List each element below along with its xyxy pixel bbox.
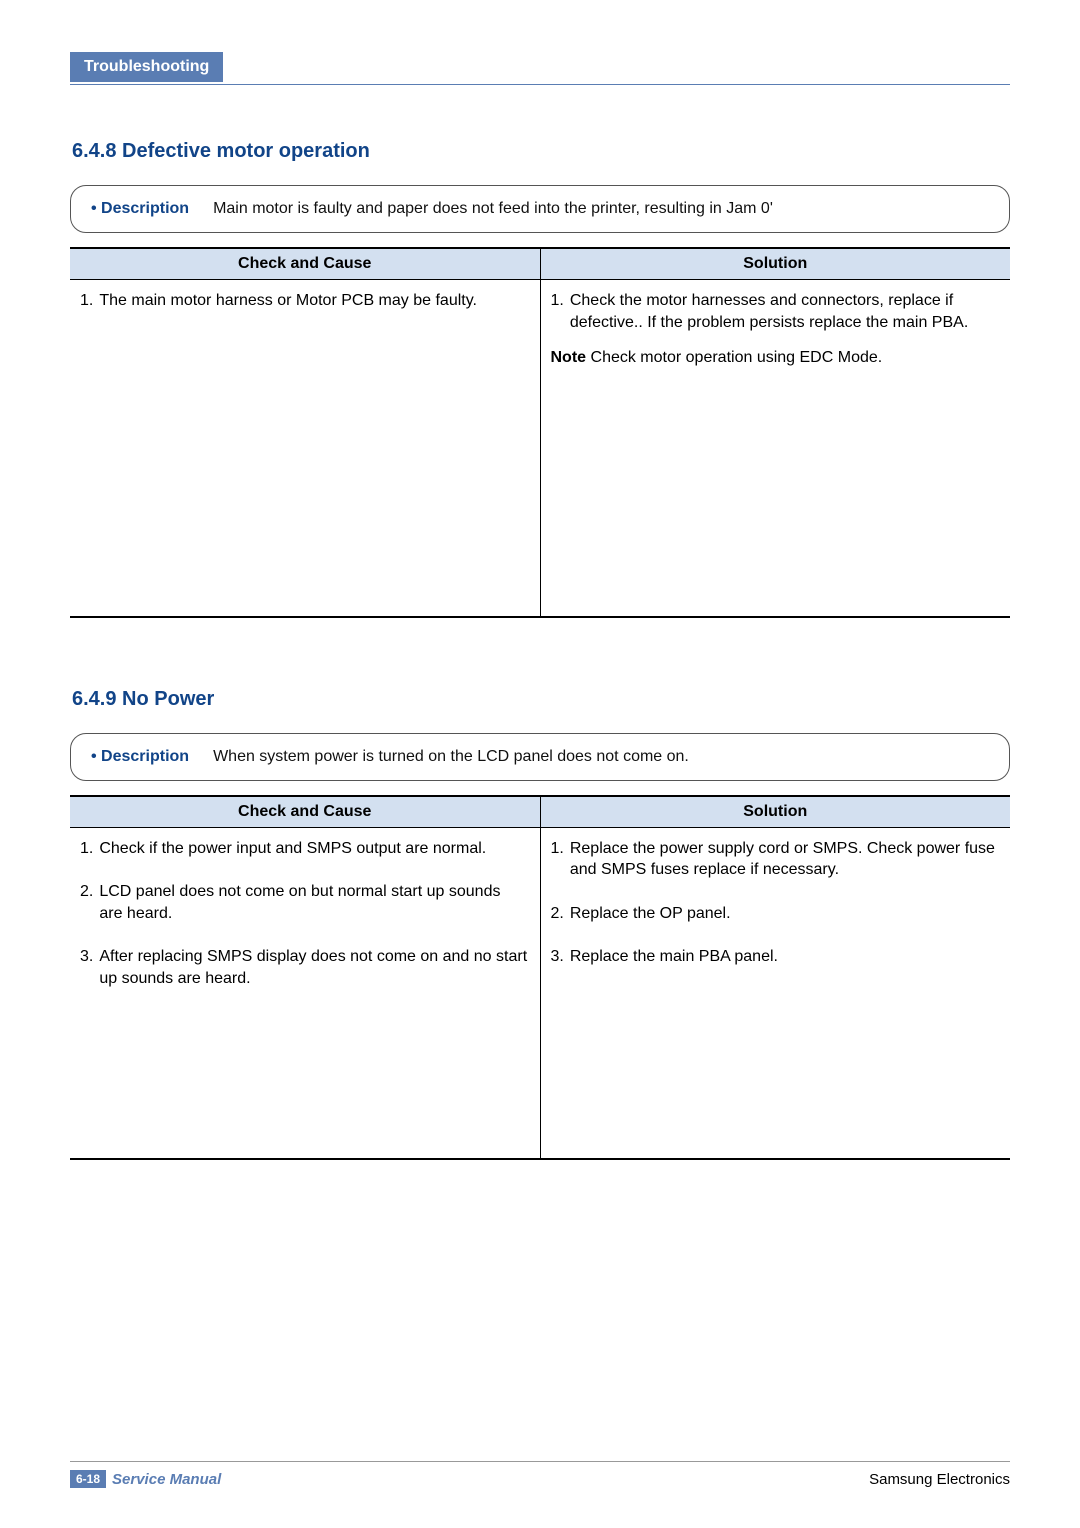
table-header-check-cause: Check and Cause	[70, 248, 540, 280]
item-number: 1.	[551, 290, 564, 333]
page-footer: 6-18 Service Manual Samsung Electronics	[70, 1470, 1010, 1488]
item-text: Check if the power input and SMPS output…	[99, 838, 527, 860]
item-number: 2.	[551, 903, 564, 925]
check-cause-table-648: Check and Cause Solution 1. The main mot…	[70, 247, 1010, 618]
item-text: LCD panel does not come on but normal st…	[99, 881, 527, 924]
section-gap	[70, 618, 1010, 688]
chapter-tab: Troubleshooting	[70, 52, 223, 82]
note-line: Note Check motor operation using EDC Mod…	[551, 347, 999, 369]
item-text: The main motor harness or Motor PCB may …	[99, 290, 527, 312]
description-label: • Description	[91, 200, 189, 218]
check-cause-table-649: Check and Cause Solution 1. Check if the…	[70, 795, 1010, 1160]
list-item: 1. Check the motor harnesses and connect…	[551, 290, 999, 333]
item-number: 1.	[551, 838, 564, 881]
table-header-solution: Solution	[540, 796, 1010, 828]
item-number: 1.	[80, 290, 93, 312]
description-text: Main motor is faulty and paper does not …	[213, 200, 989, 218]
footer-rule	[70, 1461, 1010, 1462]
list-item: 3. Replace the main PBA panel.	[551, 946, 999, 968]
section-title-648: 6.4.8 Defective motor operation	[72, 140, 1010, 163]
description-label: • Description	[91, 748, 189, 766]
note-text: Check motor operation using EDC Mode.	[586, 349, 882, 366]
item-text: Replace the main PBA panel.	[570, 946, 998, 968]
list-item: 1. Check if the power input and SMPS out…	[80, 838, 528, 860]
list-item: 3. After replacing SMPS display does not…	[80, 946, 528, 989]
chapter-header: Troubleshooting	[70, 52, 1010, 85]
footer-company: Samsung Electronics	[869, 1471, 1010, 1488]
table-cell-solution: 1. Replace the power supply cord or SMPS…	[540, 827, 1010, 1159]
table-cell-check-cause: 1. Check if the power input and SMPS out…	[70, 827, 540, 1159]
item-text: After replacing SMPS display does not co…	[99, 946, 527, 989]
item-text: Replace the power supply cord or SMPS. C…	[570, 838, 998, 881]
page-number-badge: 6-18	[70, 1470, 106, 1488]
table-header-solution: Solution	[540, 248, 1010, 280]
note-label: Note	[551, 349, 587, 366]
item-number: 3.	[551, 946, 564, 968]
description-box-649: • Description When system power is turne…	[70, 733, 1010, 781]
manual-label: Service Manual	[112, 1471, 221, 1488]
item-number: 1.	[80, 838, 93, 860]
table-cell-check-cause: 1. The main motor harness or Motor PCB m…	[70, 280, 540, 617]
list-item: 1. The main motor harness or Motor PCB m…	[80, 290, 528, 312]
list-item: 2. Replace the OP panel.	[551, 903, 999, 925]
description-text: When system power is turned on the LCD p…	[213, 748, 989, 766]
section-title-649: 6.4.9 No Power	[72, 688, 1010, 711]
item-text: Replace the OP panel.	[570, 903, 998, 925]
chapter-rule	[70, 84, 1010, 85]
footer-left: 6-18 Service Manual	[70, 1470, 221, 1488]
table-header-check-cause: Check and Cause	[70, 796, 540, 828]
description-box-648: • Description Main motor is faulty and p…	[70, 185, 1010, 233]
list-item: 2. LCD panel does not come on but normal…	[80, 881, 528, 924]
item-number: 2.	[80, 881, 93, 924]
list-item: 1. Replace the power supply cord or SMPS…	[551, 838, 999, 881]
item-number: 3.	[80, 946, 93, 989]
table-cell-solution: 1. Check the motor harnesses and connect…	[540, 280, 1010, 617]
page: Troubleshooting 6.4.8 Defective motor op…	[0, 0, 1080, 1528]
item-text: Check the motor harnesses and connectors…	[570, 290, 998, 333]
table-spacer	[80, 326, 528, 606]
